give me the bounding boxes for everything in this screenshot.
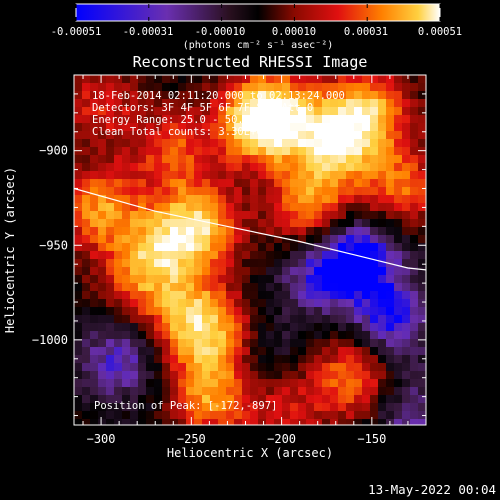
y-tick-label: −950 <box>39 238 68 252</box>
x-tick-label: −150 <box>357 432 386 446</box>
info-block: 18-Feb-2014 02:11:20.000 to 02:13:24.000… <box>92 90 345 138</box>
clean-counts: Clean Total counts: 3.30E+03 <box>92 126 269 138</box>
y-tick-label: −900 <box>39 144 68 158</box>
time-range: 18-Feb-2014 02:11:20.000 to 02:13:24.000 <box>92 90 345 102</box>
heatmap <box>74 75 426 425</box>
peak-value: [-172,-897] <box>208 400 278 412</box>
peak-label: Position of Peak: <box>94 400 201 412</box>
x-tick-label: −250 <box>177 432 206 446</box>
x-tick-label: −200 <box>267 432 296 446</box>
timestamp: 13-May-2022 00:04 <box>368 482 496 497</box>
colorbar-tick-label: 0.00031 <box>344 26 388 38</box>
colorbar-ticks <box>75 4 441 21</box>
peak-position: Position of Peak: [-172,-897] <box>94 400 277 412</box>
x-axis-label: Heliocentric X (arcsec) <box>167 446 333 460</box>
y-tick-label: −1000 <box>32 333 68 347</box>
colorbar-tick-label: -0.00010 <box>195 26 246 38</box>
colorbar <box>75 3 441 22</box>
detectors: Detectors: 3F 4F 5F 6F 7F 8F, Att 0 <box>92 102 313 114</box>
chart-title: Reconstructed RHESSI Image <box>133 53 368 71</box>
colorbar-tick-label: -0.00051 <box>51 26 102 38</box>
y-axis-label: Heliocentric Y (arcsec) <box>3 167 17 333</box>
plot-frame <box>73 74 427 426</box>
colorbar-tick-label: 0.00051 <box>418 26 462 38</box>
energy-range: Energy Range: 25.0 - 50.0 keV <box>92 114 276 126</box>
colorbar-tick-label: -0.00031 <box>123 26 174 38</box>
solar-limb <box>74 187 426 271</box>
axes: −300 −250 −200 −150 −900 −950 −1000 <box>32 74 427 446</box>
x-tick-label: −300 <box>87 432 116 446</box>
colorbar-tick-label: 0.00010 <box>272 26 316 38</box>
colorbar-unit-label: (photons cm⁻² s⁻¹ asec⁻²) <box>183 40 334 51</box>
